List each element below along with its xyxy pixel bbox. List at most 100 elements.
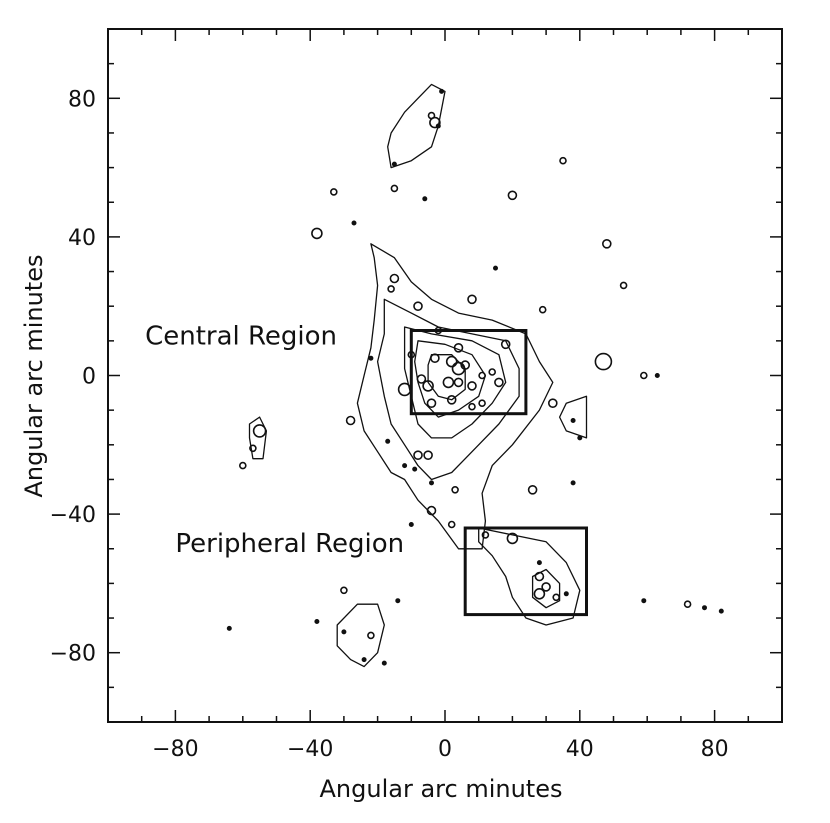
source-point-40: [478, 399, 486, 408]
x-axis-title: Angular arc minutes: [320, 775, 563, 803]
region-box-0: [409, 329, 528, 416]
source-point-74: [367, 631, 375, 640]
source-point-63: [533, 587, 546, 600]
axis-ticks: [107, 28, 783, 723]
source-point-35: [494, 377, 504, 388]
source-point-12: [601, 239, 612, 249]
source-point-77: [226, 625, 232, 631]
source-point-64: [541, 582, 551, 592]
source-point-34: [488, 368, 497, 376]
source-point-13: [493, 265, 498, 271]
contour-line-3: [414, 340, 487, 418]
source-point-32: [467, 381, 477, 391]
source-point-67: [252, 424, 267, 438]
source-point-0: [439, 88, 445, 94]
source-point-22: [500, 339, 511, 350]
source-point-54: [426, 505, 437, 516]
source-point-28: [416, 374, 427, 384]
source-point-36: [397, 382, 412, 397]
source-point-10: [311, 227, 323, 240]
contour-line-2: [403, 326, 507, 439]
y-tick-label-1: −40: [50, 503, 96, 528]
source-point-16: [619, 281, 628, 290]
source-point-70: [395, 598, 401, 604]
source-point-21: [453, 342, 464, 353]
source-point-62: [534, 571, 545, 582]
source-point-25: [445, 355, 458, 368]
source-point-48: [423, 450, 433, 461]
source-point-5: [329, 188, 338, 196]
x-tick-label-3: 40: [566, 737, 594, 762]
source-point-61: [536, 560, 542, 566]
source-point-79: [683, 600, 692, 609]
source-point-4: [391, 161, 397, 167]
source-point-47: [413, 450, 423, 461]
source-point-37: [426, 398, 437, 409]
source-point-7: [422, 196, 428, 202]
source-point-27: [460, 360, 471, 370]
contour-line-10: [336, 603, 385, 668]
contour-layer: [248, 83, 588, 668]
x-tick-label-1: −40: [287, 737, 333, 762]
source-point-81: [718, 608, 724, 614]
source-point-39: [468, 402, 476, 411]
source-point-31: [453, 377, 464, 388]
source-point-66: [563, 591, 569, 597]
source-point-76: [381, 660, 387, 666]
source-point-42: [594, 352, 613, 371]
source-point-49: [412, 466, 418, 472]
source-point-52: [385, 438, 391, 444]
source-point-83: [570, 418, 576, 423]
source-point-72: [314, 619, 320, 624]
region-label-1: Peripheral Region: [175, 529, 404, 559]
y-tick-label-3: 40: [68, 226, 96, 251]
source-point-50: [429, 480, 434, 486]
source-point-51: [402, 463, 408, 469]
source-point-29: [422, 380, 434, 392]
region-label-0: Central Region: [145, 321, 337, 351]
source-point-38: [446, 394, 457, 405]
y-tick-label-4: 80: [68, 87, 96, 112]
source-point-6: [390, 184, 399, 193]
source-point-30: [442, 376, 455, 389]
contour-line-6: [531, 568, 561, 609]
contour-line-5: [478, 527, 581, 626]
source-point-24: [430, 353, 440, 364]
source-point-3: [435, 123, 441, 129]
axis-tick-labels: −80 −40 0 40 80 −80 −40 0 40 80: [50, 87, 729, 762]
source-point-58: [570, 480, 576, 486]
source-point-55: [447, 520, 456, 529]
source-point-14: [389, 273, 400, 284]
source-point-71: [340, 586, 348, 595]
source-point-60: [506, 532, 519, 545]
source-point-11: [351, 220, 357, 226]
x-tick-label-4: 80: [701, 737, 729, 762]
contour-line-0: [356, 243, 554, 550]
source-point-2: [429, 116, 441, 129]
source-point-18: [467, 294, 477, 305]
source-point-15: [387, 285, 395, 293]
source-point-68: [249, 444, 257, 453]
y-axis-title: Angular arc minutes: [20, 255, 48, 498]
source-point-80: [702, 605, 707, 611]
source-point-82: [577, 435, 583, 441]
region-box-1: [463, 526, 589, 617]
plot-frame: [107, 28, 783, 723]
source-point-41: [547, 398, 558, 409]
source-point-9: [559, 156, 567, 165]
contour-line-1: [376, 298, 520, 481]
source-point-17: [413, 301, 423, 312]
source-point-45: [345, 415, 356, 426]
source-point-43: [639, 371, 648, 380]
source-point-59: [481, 531, 490, 539]
x-tick-label-2: 0: [438, 737, 452, 762]
source-markers: [226, 88, 724, 666]
source-point-65: [552, 593, 561, 602]
y-tick-label-0: −80: [50, 642, 96, 667]
source-point-44: [654, 373, 660, 378]
contour-line-9: [558, 395, 588, 439]
source-point-57: [527, 484, 538, 495]
source-point-53: [408, 522, 414, 527]
source-point-75: [361, 657, 367, 663]
